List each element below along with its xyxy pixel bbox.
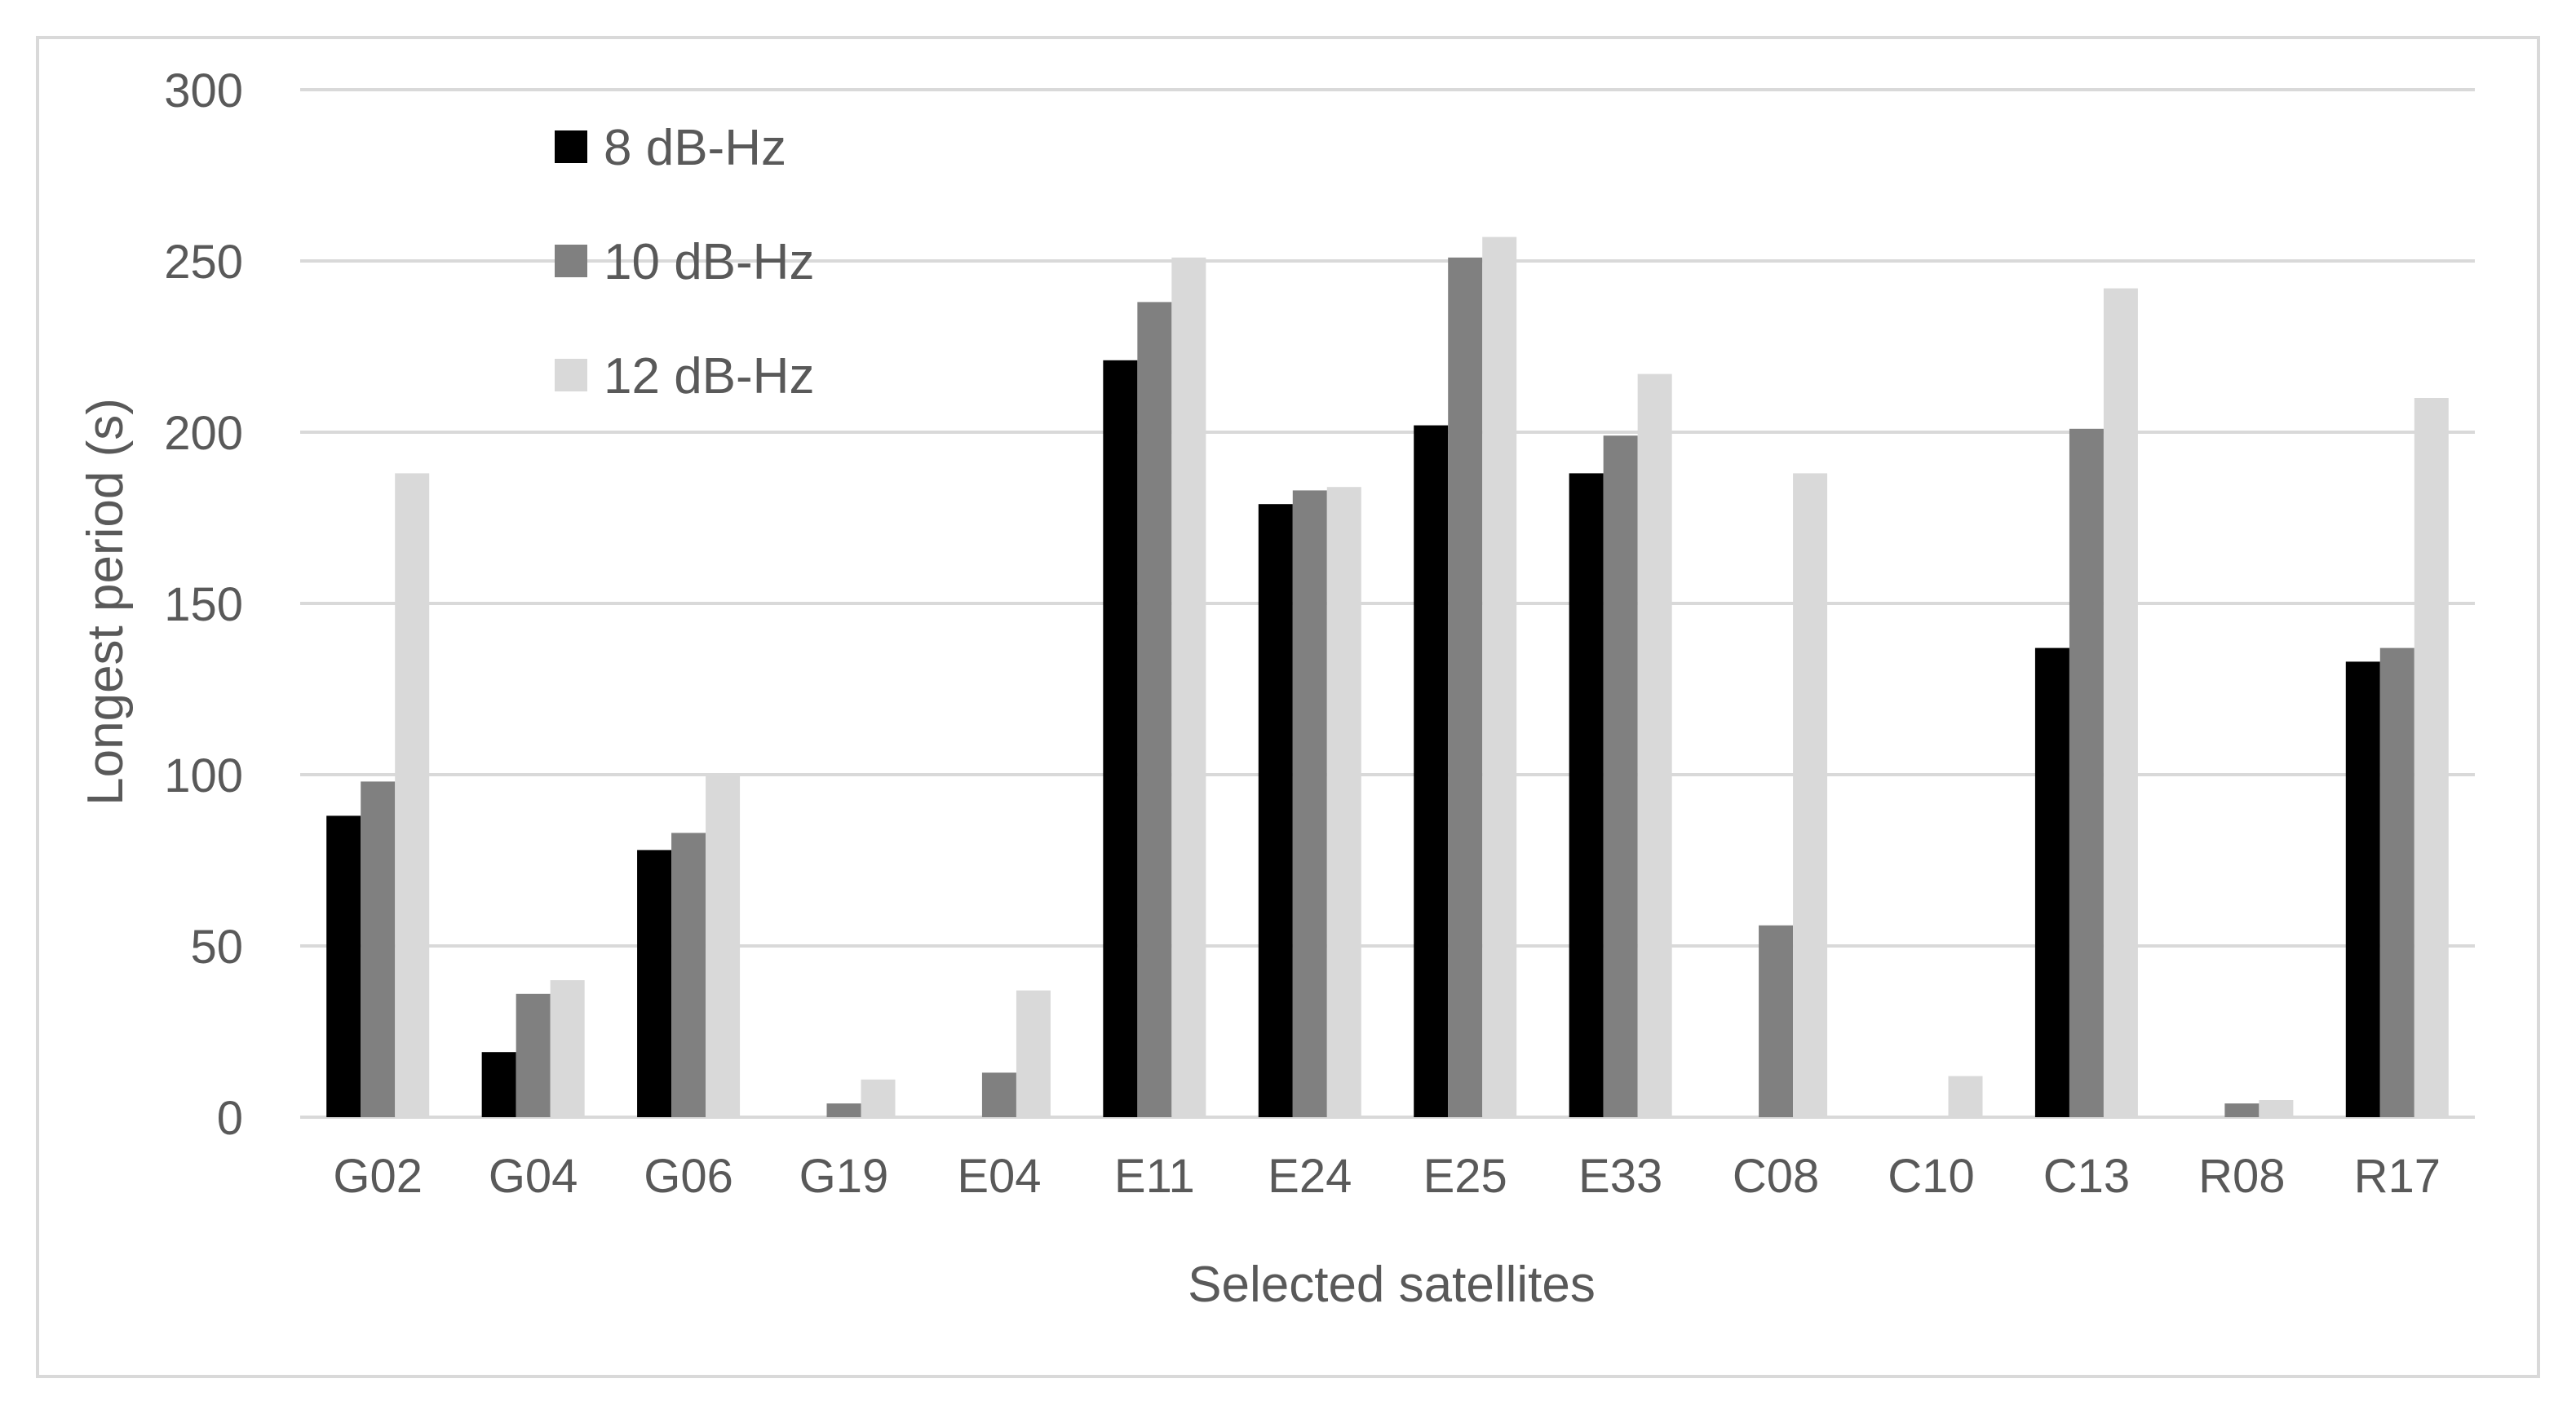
legend-swatch: [555, 130, 587, 163]
x-tick-label: G19: [799, 1150, 889, 1203]
bar-g02-series-1: [326, 815, 361, 1117]
legend-label: 10 dB-Hz: [604, 234, 814, 290]
x-tick-label: E11: [1114, 1150, 1195, 1203]
legend-swatch: [555, 245, 587, 277]
x-axis-title: Selected satellites: [1188, 1257, 1596, 1313]
legend-swatch: [555, 359, 587, 391]
bar-e04-series-3: [1016, 990, 1051, 1117]
bar-g06-series-3: [706, 775, 741, 1117]
y-tick-label: 300: [164, 64, 243, 117]
x-tick-label: G02: [333, 1150, 423, 1203]
axes: 0 50 100 150 200 250 300 G02 G04 G06 G19 E04 E11 E24 E…: [164, 64, 2441, 1203]
x-tick-label: R08: [2198, 1150, 2285, 1203]
bar-g19-series-3: [861, 1079, 896, 1117]
bar-e25-series-2: [1448, 257, 1483, 1117]
bar-r08-series-3: [2259, 1100, 2294, 1117]
bar-g02-series-3: [395, 473, 430, 1117]
bar-e33-series-3: [1637, 373, 1672, 1118]
y-tick-label: 50: [190, 921, 243, 974]
bar-e24-series-2: [1292, 490, 1327, 1117]
bar-r17-series-1: [2345, 661, 2380, 1117]
bar-g19-series-2: [826, 1103, 861, 1117]
x-tick-label: C13: [2043, 1150, 2130, 1203]
bar-g04-series-1: [481, 1052, 516, 1117]
y-tick-label: 250: [164, 236, 243, 289]
x-tick-label: R17: [2354, 1150, 2441, 1203]
bar-c08-series-2: [1759, 925, 1794, 1117]
x-tick-label: E24: [1268, 1150, 1352, 1203]
bar-c10-series-3: [1948, 1076, 1983, 1117]
y-tick-label: 0: [217, 1092, 243, 1145]
bar-e04-series-2: [981, 1072, 1016, 1117]
x-tick-label: E25: [1423, 1150, 1507, 1203]
bar-r17-series-3: [2414, 398, 2449, 1117]
bar-e24-series-1: [1258, 504, 1293, 1117]
y-tick-label: 100: [164, 749, 243, 802]
x-tick-label: G04: [489, 1150, 578, 1203]
bar-g06-series-2: [671, 833, 706, 1117]
y-tick-label: 150: [164, 578, 243, 631]
bar-e11-series-1: [1103, 360, 1138, 1117]
x-tick-label: E04: [957, 1150, 1041, 1203]
y-tick-label: 200: [164, 407, 243, 460]
bar-e25-series-3: [1482, 236, 1517, 1118]
bar-e33-series-2: [1603, 435, 1638, 1117]
bar-e11-series-2: [1137, 302, 1172, 1117]
x-tick-label: C08: [1733, 1150, 1819, 1203]
bar-g02-series-2: [361, 781, 396, 1117]
x-tick-label: C10: [1888, 1150, 1974, 1203]
bar-g04-series-2: [516, 993, 551, 1117]
bar-c13-series-2: [2069, 428, 2104, 1117]
y-axis-title: Longest period (s): [77, 398, 134, 806]
bar-c13-series-3: [2103, 288, 2138, 1118]
legend-label: 8 dB-Hz: [604, 120, 786, 176]
bar-c08-series-3: [1793, 473, 1828, 1117]
bar-e33-series-1: [1569, 473, 1604, 1117]
bar-e24-series-3: [1326, 487, 1361, 1117]
legend: 8 dB-Hz 10 dB-Hz 12 dB-Hz: [555, 120, 814, 404]
x-tick-label: G06: [644, 1150, 733, 1203]
bar-c13-series-1: [2034, 647, 2069, 1117]
bar-r08-series-2: [2224, 1103, 2260, 1117]
bar-g06-series-1: [637, 850, 672, 1117]
bars: [326, 236, 2449, 1118]
bar-r17-series-2: [2379, 647, 2414, 1117]
bar-g04-series-3: [550, 980, 585, 1117]
bar-e25-series-1: [1414, 425, 1449, 1117]
x-tick-label: E33: [1578, 1150, 1662, 1203]
legend-label: 12 dB-Hz: [604, 348, 814, 404]
bar-e11-series-3: [1171, 257, 1206, 1117]
